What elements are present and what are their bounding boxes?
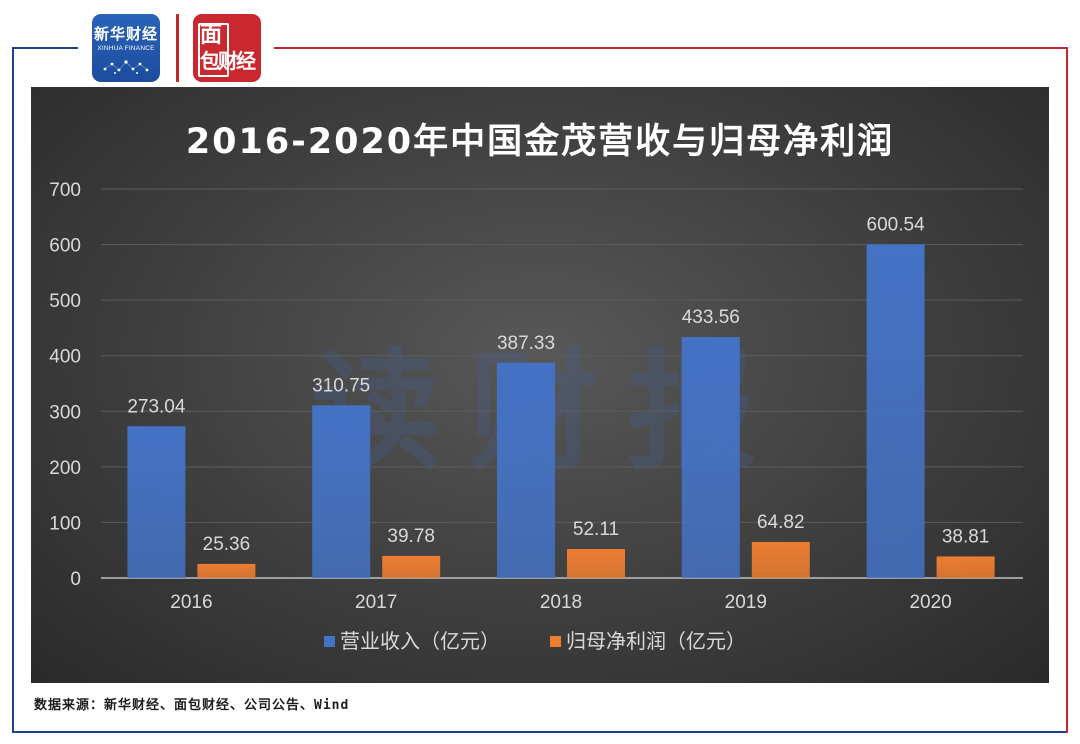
- dots-network-icon: [103, 60, 149, 74]
- legend-label-revenue: 营业收入（亿元）: [340, 629, 500, 653]
- frame-bottom: [12, 731, 1068, 733]
- mianbao-logo-frame: [198, 23, 229, 77]
- x-tick-label: 2020: [909, 592, 951, 613]
- revenue-data-label: 387.33: [497, 333, 555, 354]
- logo-divider: [176, 14, 179, 82]
- revenue-bar: [681, 337, 740, 578]
- net-profit-bar: [751, 541, 810, 578]
- revenue-data-label: 600.54: [867, 214, 926, 235]
- net-profit-data-label: 52.11: [573, 519, 619, 540]
- net-profit-data-label: 39.78: [387, 526, 435, 547]
- data-source-note: 数据来源：新华财经、面包财经、公司公告、Wind: [34, 698, 350, 713]
- legend-swatch-revenue: [324, 636, 335, 647]
- y-tick-label: 500: [49, 291, 81, 312]
- y-tick-label: 0: [70, 569, 81, 590]
- x-tick-label: 2018: [540, 592, 582, 613]
- frame-top-left: [12, 47, 78, 49]
- y-tick-label: 600: [49, 236, 81, 257]
- legend-swatch-net-profit: [550, 636, 561, 647]
- x-tick-label: 2019: [725, 592, 767, 613]
- revenue-bar: [866, 244, 925, 578]
- net-profit-bar: [936, 556, 995, 578]
- revenue-bar: [127, 426, 186, 578]
- revenue-bar: [312, 405, 371, 578]
- chart-panel: 读财报 2016-2020年中国金茂营收与归母净利润 0100200300400…: [31, 87, 1049, 683]
- revenue-data-label: 310.75: [312, 375, 370, 396]
- xinhua-finance-logo: 新华财经 XINHUA FINANCE: [92, 14, 160, 82]
- xinhua-logo-en: XINHUA FINANCE: [97, 45, 155, 52]
- y-tick-label: 100: [49, 513, 81, 534]
- revenue-data-label: 433.56: [682, 307, 740, 328]
- net-profit-data-label: 25.36: [203, 534, 251, 555]
- chart-title: 2016-2020年中国金茂营收与归母净利润: [185, 122, 895, 162]
- y-tick-label: 700: [49, 180, 81, 201]
- net-profit-bar: [382, 555, 441, 578]
- frame-right: [1066, 47, 1068, 733]
- bar-chart: 0 100 200 300 400 500 600 700 273.04 25.36 2016 310…: [49, 180, 1023, 653]
- revenue-data-label: 273.04: [127, 396, 186, 417]
- net-profit-data-label: 64.82: [757, 512, 805, 533]
- frame-top-right: [274, 47, 1068, 49]
- y-tick-label: 400: [49, 347, 81, 368]
- net-profit-data-label: 38.81: [942, 526, 990, 547]
- net-profit-bar: [567, 549, 625, 578]
- legend-label-net-profit: 归母净利润（亿元）: [566, 629, 746, 653]
- x-tick-label: 2017: [355, 592, 397, 613]
- revenue-bar: [497, 362, 555, 578]
- x-tick-label: 2016: [170, 592, 212, 613]
- y-tick-label: 200: [49, 458, 81, 479]
- frame-left: [12, 47, 14, 733]
- net-profit-bar: [197, 563, 256, 578]
- y-tick-label: 300: [49, 402, 81, 423]
- mianbao-finance-logo: 面 包财经: [193, 14, 261, 82]
- xinhua-logo-cn: 新华财经: [93, 25, 158, 43]
- mianbao-logo-line2: 包财经: [200, 49, 256, 73]
- mianbao-logo-line1: 面: [200, 23, 223, 48]
